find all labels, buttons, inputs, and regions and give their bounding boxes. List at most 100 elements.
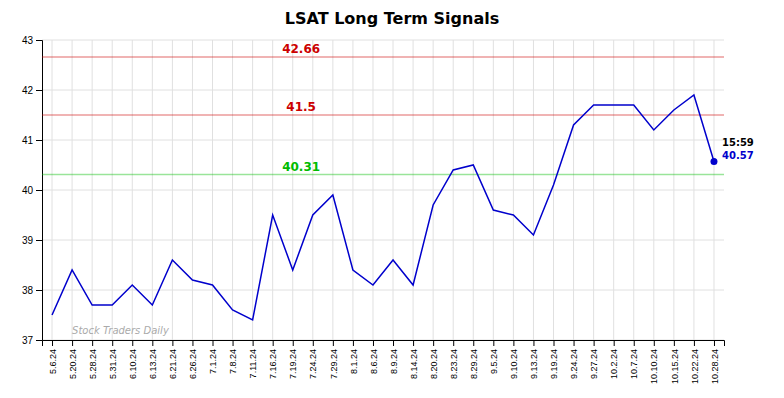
x-tick-label: 8.20.24 [429,349,439,379]
x-tick: 9.13.24 [529,340,539,379]
x-tick-label: 7.8.24 [228,349,238,374]
y-tick-mark [36,140,42,141]
x-tick-mark [172,340,173,346]
labels: 42.6641.540.3115:5940.57Stock Traders Da… [72,42,754,336]
x-tick-label: 10.22.24 [690,349,700,384]
x-tick-mark [293,340,294,346]
grid-line-x [112,40,113,340]
y-tick-label: 42 [22,85,34,96]
grid-line-x [132,40,133,340]
y-tick-label: 39 [22,235,34,246]
x-tick-label: 8.1.24 [349,349,359,374]
x-tick: 10.15.24 [670,340,680,384]
y-tick: 41 [22,135,42,146]
x-tick-mark [233,340,234,346]
level-label: 41.5 [286,100,316,114]
grid-line-x [633,40,634,340]
x-tick: 9.5.24 [489,340,499,374]
x-axis-line [43,341,725,347]
annotation: 15:59 [722,137,754,148]
x-tick-mark [192,340,193,346]
last-point [710,158,717,165]
grid-line-x [673,40,674,340]
x-tick-mark [674,340,675,346]
y-tick: 38 [22,285,42,296]
y-tick: 37 [22,335,42,346]
grid-line-x [52,40,53,340]
x-tick: 6.21.24 [168,340,178,379]
x-tick-mark [112,340,113,346]
grid-line-x [433,40,434,340]
x-tick-label: 10.28.24 [710,349,720,384]
x-tick-label: 7.1.24 [208,349,218,374]
x-tick-label: 8.23.24 [449,349,459,379]
x-tick: 6.10.24 [128,340,138,379]
x-tick-label: 5.20.24 [68,349,78,379]
x-tick-label: 6.26.24 [188,349,198,379]
x-tick: 9.24.24 [569,340,579,379]
x-tick-mark [654,340,655,346]
y-tick: 42 [22,85,42,96]
y-tick: 40 [22,185,42,196]
grid-line-x [352,40,353,340]
plot: 373839404142435.6.245.20.245.28.245.31.2… [22,35,754,384]
chart: 373839404142435.6.245.20.245.28.245.31.2… [0,0,784,398]
x-tick-mark [393,340,394,346]
grid-line-y [42,190,724,191]
x-tick-label: 6.10.24 [128,349,138,379]
grid-line-x [152,40,153,340]
x-tick: 6.26.24 [188,340,198,379]
x-tick: 10.2.24 [609,340,619,379]
grid-line-y [42,290,724,291]
grid-line-x [713,40,714,340]
y-tick-label: 41 [22,135,34,146]
level-line [42,114,724,116]
x-tick: 5.20.24 [68,340,78,379]
x-tick: 8.29.24 [469,340,479,379]
x-tick-mark [313,340,314,346]
x-tick: 8.23.24 [449,340,459,379]
y-tick-mark [36,240,42,241]
grid-line-x [332,40,333,340]
grid [42,40,724,340]
grid-line-x [292,40,293,340]
x-tick-mark [634,340,635,346]
y-tick-label: 40 [22,185,34,196]
x-tick-label: 8.6.24 [369,349,379,374]
y-tick-mark [36,90,42,91]
x-tick-mark [473,340,474,346]
y-tick-mark [36,290,42,291]
x-tick-mark [413,340,414,346]
x-tick-label: 8.9.24 [389,349,399,374]
grid-line-x [553,40,554,340]
x-tick-label: 9.27.24 [589,349,599,379]
x-tick-mark [574,340,575,346]
x-tick-mark [453,340,454,346]
x-tick-label: 9.13.24 [529,349,539,379]
grid-line-x [653,40,654,340]
x-tick-mark [333,340,334,346]
x-tick: 7.16.24 [268,340,278,379]
x-tick-mark [353,340,354,346]
x-tick: 8.14.24 [409,340,419,379]
x-tick-label: 5.6.24 [48,349,58,374]
x-tick: 10.10.24 [649,340,659,384]
grid-line-x [453,40,454,340]
x-tick-label: 8.14.24 [409,349,419,379]
grid-line-y [42,40,724,41]
title: LSAT Long Term Signals [285,9,499,28]
x-tick: 9.27.24 [589,340,599,379]
x-tick: 7.11.24 [248,340,258,378]
x-axis: 5.6.245.20.245.28.245.31.246.10.246.13.2… [43,340,725,384]
x-tick-mark [614,340,615,346]
x-tick-mark [213,340,214,346]
x-tick: 8.20.24 [429,340,439,379]
level-label: 40.31 [282,160,320,174]
x-tick-mark [714,340,715,346]
x-tick-mark [132,340,133,346]
x-tick-mark [554,340,555,346]
x-tick-mark [513,340,514,346]
x-tick-label: 10.7.24 [629,349,639,379]
annotation: 40.57 [722,150,754,161]
grid-line-x [693,40,694,340]
